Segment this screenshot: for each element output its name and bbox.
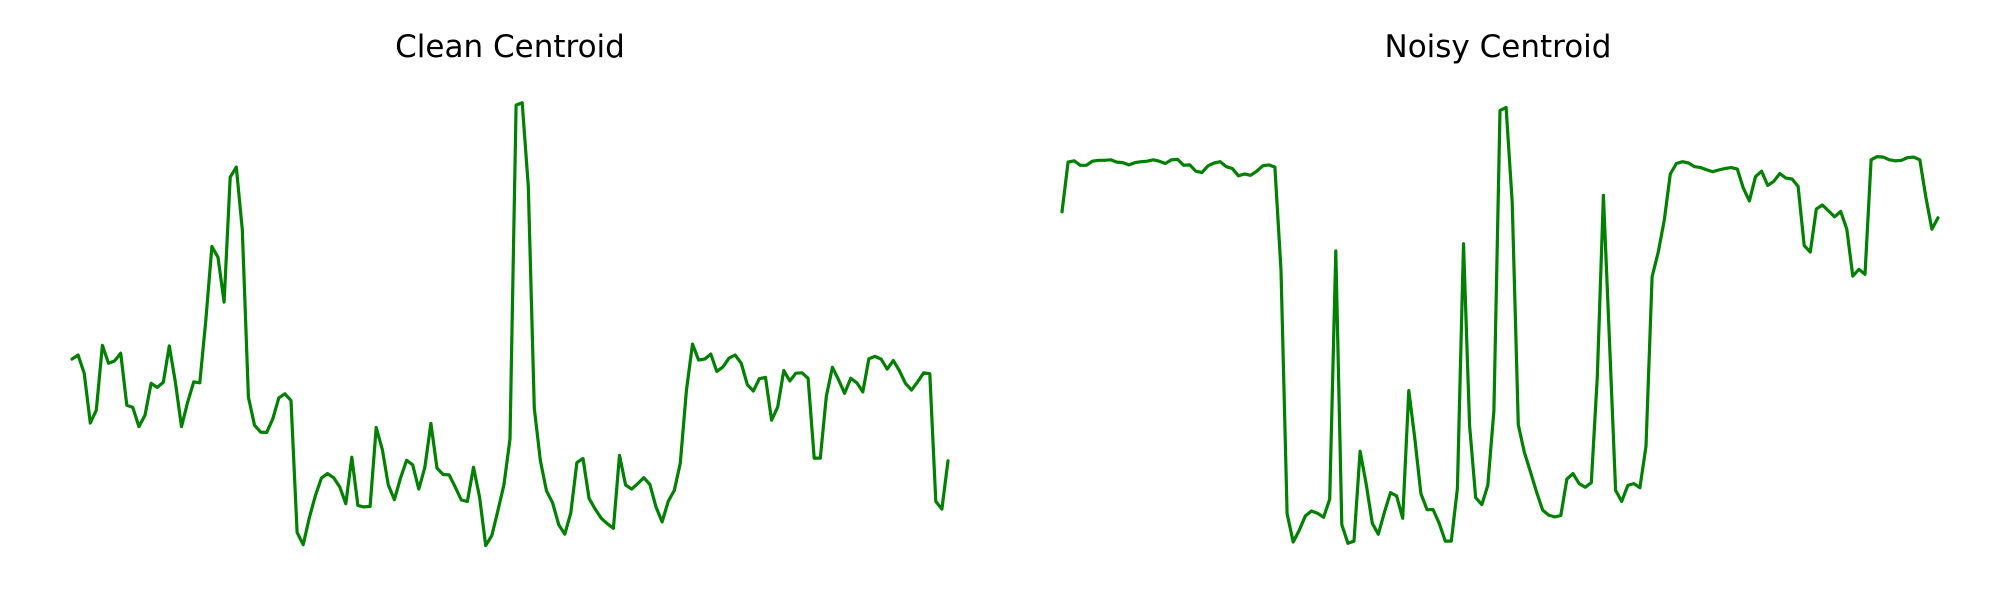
clean-centroid-series-line [70, 101, 950, 548]
noisy-centroid-series-line [1060, 105, 1940, 545]
clean-centroid-title: Clean Centroid [395, 29, 625, 65]
clean-centroid-panel: Clean Centroid [70, 29, 950, 548]
noisy-centroid-plot-area [1060, 105, 1940, 545]
noisy-centroid-title: Noisy Centroid [1385, 29, 1612, 65]
clean-centroid-plot-area [70, 101, 950, 548]
noisy-centroid-panel: Noisy Centroid [1060, 29, 1940, 545]
